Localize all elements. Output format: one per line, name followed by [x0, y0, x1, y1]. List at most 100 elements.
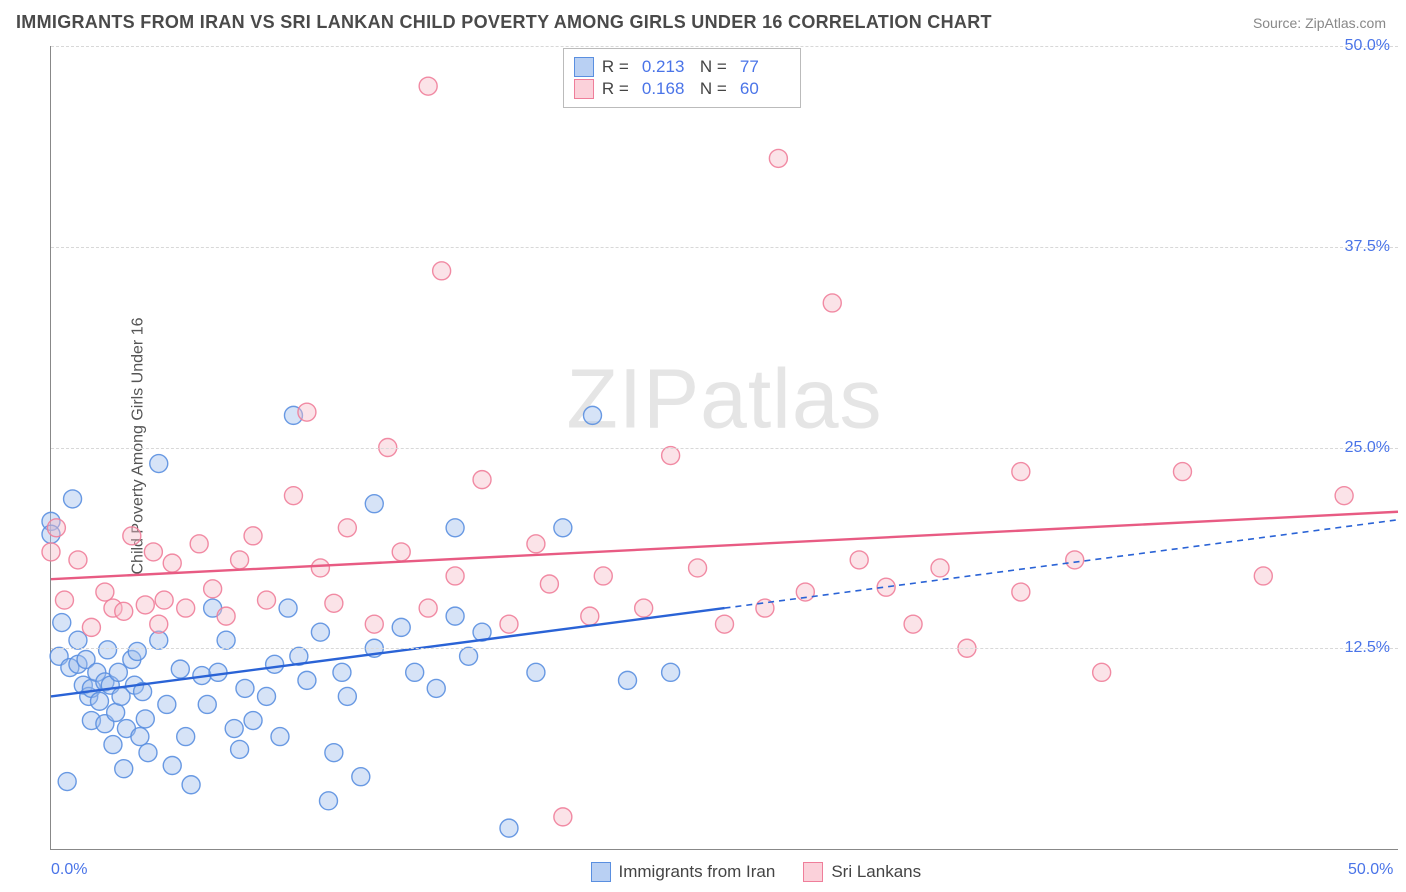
data-point[interactable]	[144, 543, 162, 561]
data-point[interactable]	[365, 615, 383, 633]
data-point[interactable]	[104, 736, 122, 754]
data-point[interactable]	[136, 710, 154, 728]
data-point[interactable]	[96, 583, 114, 601]
data-point[interactable]	[1012, 463, 1030, 481]
data-point[interactable]	[473, 471, 491, 489]
data-point[interactable]	[1173, 463, 1191, 481]
data-point[interactable]	[311, 623, 329, 641]
data-point[interactable]	[225, 720, 243, 738]
data-point[interactable]	[163, 554, 181, 572]
data-point[interactable]	[64, 490, 82, 508]
data-point[interactable]	[581, 607, 599, 625]
data-point[interactable]	[460, 647, 478, 665]
data-point[interactable]	[198, 695, 216, 713]
data-point[interactable]	[540, 575, 558, 593]
data-point[interactable]	[365, 495, 383, 513]
data-point[interactable]	[338, 687, 356, 705]
data-point[interactable]	[298, 671, 316, 689]
data-point[interactable]	[150, 455, 168, 473]
data-point[interactable]	[325, 594, 343, 612]
data-point[interactable]	[446, 519, 464, 537]
data-point[interactable]	[904, 615, 922, 633]
data-point[interactable]	[136, 596, 154, 614]
data-point[interactable]	[155, 591, 173, 609]
data-point[interactable]	[392, 618, 410, 636]
data-point[interactable]	[128, 642, 146, 660]
data-point[interactable]	[333, 663, 351, 681]
data-point[interactable]	[266, 655, 284, 673]
data-point[interactable]	[244, 712, 262, 730]
data-point[interactable]	[433, 262, 451, 280]
data-point[interactable]	[419, 599, 437, 617]
data-point[interactable]	[284, 487, 302, 505]
data-point[interactable]	[446, 567, 464, 585]
data-point[interactable]	[662, 447, 680, 465]
data-point[interactable]	[182, 776, 200, 794]
data-point[interactable]	[158, 695, 176, 713]
data-point[interactable]	[139, 744, 157, 762]
data-point[interactable]	[619, 671, 637, 689]
data-point[interactable]	[527, 663, 545, 681]
data-point[interactable]	[352, 768, 370, 786]
data-point[interactable]	[500, 615, 518, 633]
data-point[interactable]	[150, 615, 168, 633]
data-point[interactable]	[931, 559, 949, 577]
data-point[interactable]	[796, 583, 814, 601]
data-point[interactable]	[131, 728, 149, 746]
data-point[interactable]	[90, 692, 108, 710]
data-point[interactable]	[594, 567, 612, 585]
data-point[interactable]	[850, 551, 868, 569]
data-point[interactable]	[217, 607, 235, 625]
data-point[interactable]	[42, 543, 60, 561]
data-point[interactable]	[190, 535, 208, 553]
data-point[interactable]	[177, 728, 195, 746]
data-point[interactable]	[338, 519, 356, 537]
data-point[interactable]	[1335, 487, 1353, 505]
data-point[interactable]	[53, 614, 71, 632]
data-point[interactable]	[258, 591, 276, 609]
data-point[interactable]	[1254, 567, 1272, 585]
data-point[interactable]	[427, 679, 445, 697]
data-point[interactable]	[1012, 583, 1030, 601]
data-point[interactable]	[107, 703, 125, 721]
data-point[interactable]	[217, 631, 235, 649]
data-point[interactable]	[231, 551, 249, 569]
data-point[interactable]	[583, 406, 601, 424]
data-point[interactable]	[1066, 551, 1084, 569]
data-point[interactable]	[150, 631, 168, 649]
source-link[interactable]: ZipAtlas.com	[1305, 15, 1386, 31]
data-point[interactable]	[325, 744, 343, 762]
data-point[interactable]	[99, 641, 117, 659]
data-point[interactable]	[635, 599, 653, 617]
data-point[interactable]	[55, 591, 73, 609]
data-point[interactable]	[554, 808, 572, 826]
data-point[interactable]	[115, 602, 133, 620]
legend-series-item[interactable]: Immigrants from Iran	[591, 862, 776, 882]
data-point[interactable]	[311, 559, 329, 577]
legend-series-item[interactable]: Sri Lankans	[803, 862, 921, 882]
data-point[interactable]	[163, 756, 181, 774]
data-point[interactable]	[177, 599, 195, 617]
data-point[interactable]	[279, 599, 297, 617]
data-point[interactable]	[319, 792, 337, 810]
data-point[interactable]	[115, 760, 133, 778]
data-point[interactable]	[271, 728, 289, 746]
data-point[interactable]	[209, 663, 227, 681]
data-point[interactable]	[527, 535, 545, 553]
data-point[interactable]	[47, 519, 65, 537]
data-point[interactable]	[446, 607, 464, 625]
data-point[interactable]	[554, 519, 572, 537]
data-point[interactable]	[171, 660, 189, 678]
data-point[interactable]	[244, 527, 262, 545]
data-point[interactable]	[689, 559, 707, 577]
data-point[interactable]	[258, 687, 276, 705]
data-point[interactable]	[123, 527, 141, 545]
data-point[interactable]	[500, 819, 518, 837]
data-point[interactable]	[204, 580, 222, 598]
data-point[interactable]	[298, 403, 316, 421]
data-point[interactable]	[82, 618, 100, 636]
data-point[interactable]	[109, 663, 127, 681]
data-point[interactable]	[69, 631, 87, 649]
data-point[interactable]	[662, 663, 680, 681]
data-point[interactable]	[823, 294, 841, 312]
